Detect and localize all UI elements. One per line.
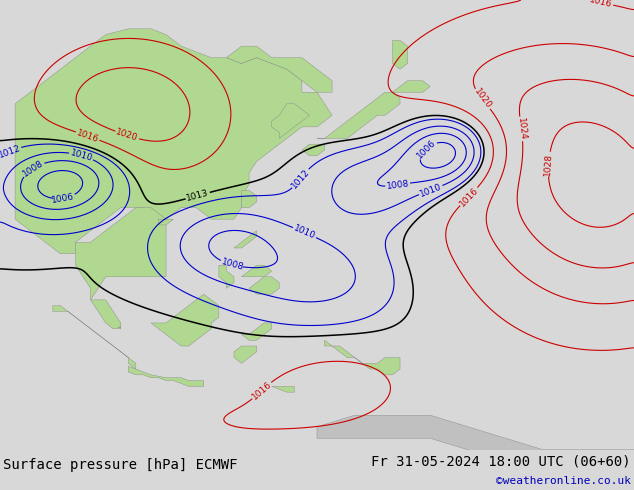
Text: 1008: 1008 bbox=[385, 179, 410, 191]
Text: 1016: 1016 bbox=[75, 128, 100, 144]
Text: 1010: 1010 bbox=[292, 224, 317, 241]
Polygon shape bbox=[128, 366, 204, 387]
Text: 1028: 1028 bbox=[543, 152, 554, 176]
Text: 1008: 1008 bbox=[21, 158, 45, 178]
Text: 1016: 1016 bbox=[458, 185, 480, 208]
Polygon shape bbox=[15, 29, 332, 254]
Polygon shape bbox=[53, 306, 136, 369]
Polygon shape bbox=[302, 144, 325, 156]
Text: 1008: 1008 bbox=[220, 257, 245, 272]
Text: ©weatheronline.co.uk: ©weatheronline.co.uk bbox=[496, 476, 631, 486]
Polygon shape bbox=[272, 387, 294, 392]
Text: Fr 31-05-2024 18:00 UTC (06+60): Fr 31-05-2024 18:00 UTC (06+60) bbox=[371, 454, 631, 468]
Text: 1016: 1016 bbox=[589, 0, 613, 10]
Text: 1006: 1006 bbox=[415, 138, 437, 160]
Text: 1010: 1010 bbox=[69, 148, 94, 163]
Text: 1012: 1012 bbox=[290, 167, 311, 190]
Polygon shape bbox=[151, 294, 219, 346]
Polygon shape bbox=[158, 219, 174, 225]
Polygon shape bbox=[242, 265, 272, 277]
Polygon shape bbox=[75, 208, 166, 300]
Text: 1024: 1024 bbox=[515, 117, 527, 141]
Text: 1016: 1016 bbox=[250, 380, 273, 401]
Polygon shape bbox=[317, 92, 400, 138]
Polygon shape bbox=[234, 231, 257, 248]
Polygon shape bbox=[219, 265, 234, 288]
Polygon shape bbox=[392, 40, 408, 69]
Text: 1010: 1010 bbox=[418, 182, 443, 198]
Text: 1020: 1020 bbox=[115, 127, 139, 143]
Polygon shape bbox=[317, 415, 634, 462]
Polygon shape bbox=[91, 300, 120, 329]
Polygon shape bbox=[249, 277, 279, 294]
Text: 1013: 1013 bbox=[185, 188, 210, 203]
Polygon shape bbox=[242, 190, 257, 208]
Text: 1012: 1012 bbox=[0, 143, 22, 160]
Text: Surface pressure [hPa] ECMWF: Surface pressure [hPa] ECMWF bbox=[3, 458, 238, 472]
Polygon shape bbox=[325, 340, 400, 375]
Polygon shape bbox=[226, 46, 332, 92]
Polygon shape bbox=[242, 323, 272, 340]
Polygon shape bbox=[272, 104, 309, 138]
Polygon shape bbox=[392, 81, 430, 92]
Polygon shape bbox=[118, 326, 120, 327]
Text: 1020: 1020 bbox=[472, 87, 493, 111]
Polygon shape bbox=[234, 346, 257, 363]
Text: 1006: 1006 bbox=[51, 192, 75, 205]
